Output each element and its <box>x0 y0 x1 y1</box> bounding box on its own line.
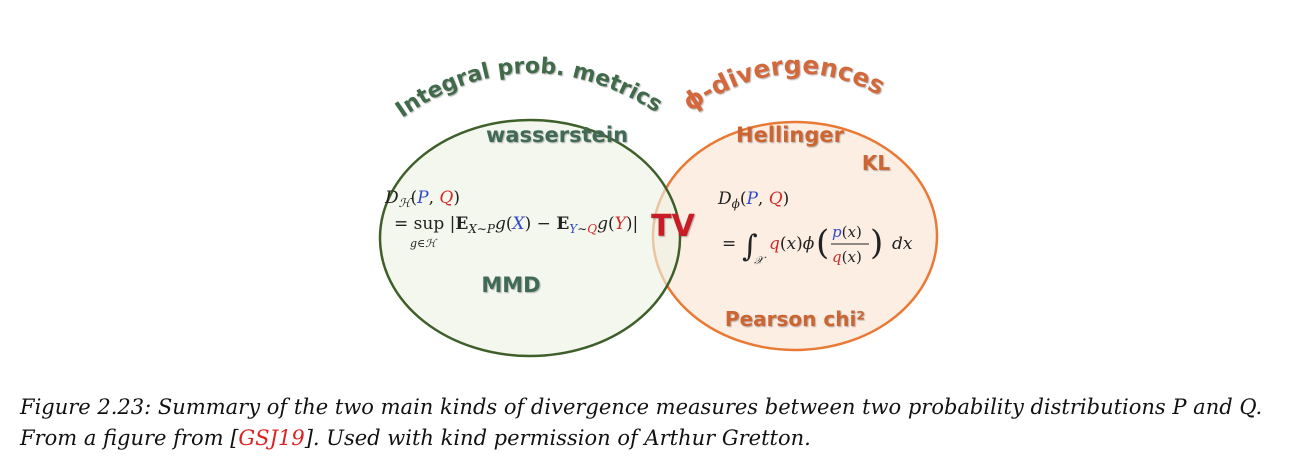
phi-formula-integral: ∫ <box>742 229 758 264</box>
right-set-title: ϕ-divergences <box>677 50 889 117</box>
phi-formula-rparen: ) <box>870 223 883 263</box>
phi-formula-equals: = <box>722 234 736 254</box>
intersection-label-tv: TV <box>651 209 695 244</box>
caption-text-prefix: Figure 2.23: Summary of the two main kin… <box>20 395 1263 450</box>
term-hellinger: Hellinger <box>736 123 845 147</box>
phi-formula-lhs: Dϕ(P, Q) <box>717 189 789 211</box>
caption-citation-link[interactable]: GSJ19 <box>238 426 305 450</box>
caption-text-suffix: ]. Used with kind permission of Arthur G… <box>304 426 811 450</box>
ipm-formula: Dℋ(P, Q) = sup |EX∼Pg(X) − EY∼Qg(Y)| g∈ℋ <box>384 188 638 250</box>
phi-formula-dx: dx <box>892 234 913 254</box>
ipm-formula-lhs: Dℋ(P, Q) <box>384 188 460 210</box>
term-pearson-chi2: Pearson chi² <box>725 307 865 331</box>
phi-formula-numerator: p(x) <box>832 223 862 241</box>
left-set-title: Integral prob. metrics <box>391 54 666 123</box>
term-mmd: MMD <box>481 273 540 297</box>
term-wasserstein: wasserstein <box>486 123 628 147</box>
phi-formula-q-phi: q(x)ϕ <box>769 234 815 254</box>
term-kl: KL <box>862 151 890 175</box>
phi-formula-lparen: ( <box>816 223 829 263</box>
ipm-formula-sup-subscript: g∈ℋ <box>410 237 438 250</box>
left-set-circle <box>378 118 682 358</box>
phi-formula-denominator: q(x) <box>832 248 862 266</box>
venn-diagram: Integral prob. metrics ϕ-divergences was… <box>378 50 939 358</box>
ipm-formula-rhs: = sup |EX∼Pg(X) − EY∼Qg(Y)| <box>394 214 638 236</box>
figure-caption: Figure 2.23: Summary of the two main kin… <box>20 392 1290 454</box>
